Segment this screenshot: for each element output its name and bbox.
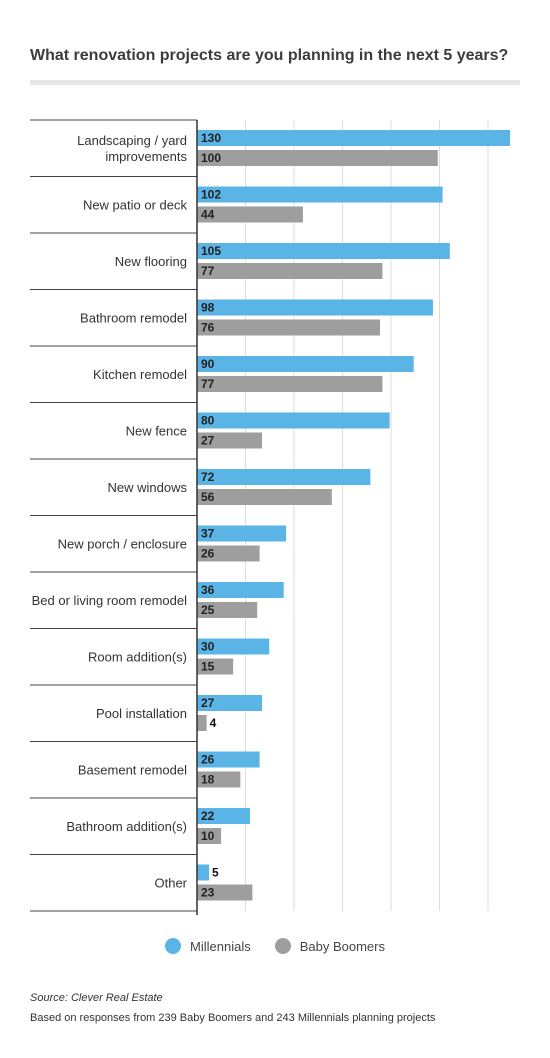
bar-millennials bbox=[197, 751, 260, 768]
bar-millennials bbox=[197, 469, 371, 485]
chart-title: What renovation projects are you plannin… bbox=[30, 47, 509, 64]
data-label: 44 bbox=[201, 208, 215, 222]
bar-baby-boomers bbox=[197, 150, 438, 166]
category-label-line: Other bbox=[154, 875, 187, 890]
bar-millennials bbox=[197, 638, 270, 655]
data-label: 77 bbox=[201, 377, 215, 391]
category-label-line: New patio or deck bbox=[83, 197, 188, 212]
category-label: Room addition(s) bbox=[88, 649, 187, 664]
data-label: 27 bbox=[201, 434, 215, 448]
data-label: 80 bbox=[201, 414, 215, 428]
legend-swatch-millennials bbox=[165, 938, 182, 954]
data-label: 130 bbox=[201, 131, 221, 145]
category-label-line: New fence bbox=[126, 423, 187, 438]
data-label: 23 bbox=[201, 886, 215, 900]
category-label: Pool installation bbox=[96, 706, 187, 721]
category-label-line: Basement remodel bbox=[78, 762, 187, 777]
category-label: New patio or deck bbox=[83, 197, 188, 212]
bar-millennials bbox=[197, 243, 450, 259]
category-label-line: Room addition(s) bbox=[88, 649, 187, 664]
category-label-line: Landscaping / yard bbox=[77, 133, 187, 148]
data-label: 5 bbox=[212, 866, 219, 880]
data-label: 37 bbox=[201, 527, 215, 541]
category-label: Landscaping / yard improvements bbox=[77, 133, 187, 164]
data-label: 100 bbox=[201, 151, 221, 165]
category-label: Basement remodel bbox=[78, 762, 187, 777]
bar-millennials bbox=[197, 525, 287, 542]
category-label-line: Bed or living room remodel bbox=[32, 593, 187, 608]
category-label: New porch / enclosure bbox=[58, 536, 187, 551]
data-label: 27 bbox=[201, 696, 215, 710]
category-label-line: Bathroom remodel bbox=[80, 310, 187, 325]
data-label: 72 bbox=[201, 470, 215, 484]
bar-baby-boomers bbox=[197, 376, 383, 392]
category-label: Other bbox=[154, 875, 187, 890]
category-label-line: New porch / enclosure bbox=[58, 536, 187, 551]
legend-item-millennials[interactable]: Millennials bbox=[165, 938, 251, 954]
category-label-line: New flooring bbox=[115, 254, 187, 269]
category-label: New flooring bbox=[115, 254, 187, 269]
bar-millennials bbox=[197, 299, 433, 316]
data-label: 36 bbox=[201, 583, 215, 597]
bar-baby-boomers bbox=[197, 432, 263, 449]
bar-baby-boomers bbox=[197, 489, 332, 505]
data-label: 15 bbox=[201, 660, 215, 674]
bar-millennials bbox=[197, 808, 250, 824]
bar-baby-boomers bbox=[197, 828, 222, 844]
note-text: Based on responses from 239 Baby Boomers… bbox=[30, 1012, 436, 1024]
category-label: Kitchen remodel bbox=[93, 367, 187, 382]
data-label: 26 bbox=[201, 547, 215, 561]
legend-label-baby-boomers: Baby Boomers bbox=[299, 938, 385, 954]
category-label-line: New windows bbox=[108, 480, 188, 495]
bar-baby-boomers bbox=[197, 658, 234, 675]
category-label: Bed or living room remodel bbox=[32, 593, 187, 608]
data-label: 30 bbox=[201, 640, 215, 654]
bar-millennials bbox=[197, 582, 284, 598]
category-label: New fence bbox=[126, 423, 187, 438]
data-label: 90 bbox=[201, 357, 215, 371]
legend-swatch-baby-boomers bbox=[274, 938, 291, 954]
data-label: 22 bbox=[201, 809, 215, 823]
category-label: New windows bbox=[108, 480, 188, 495]
legend-item-baby-boomers[interactable]: Baby Boomers bbox=[274, 938, 385, 954]
data-label: 98 bbox=[201, 301, 215, 315]
category-label: Bathroom addition(s) bbox=[66, 819, 187, 834]
bar-baby-boomers bbox=[197, 263, 383, 279]
bar-baby-boomers bbox=[197, 884, 253, 901]
data-label: 77 bbox=[201, 264, 215, 278]
bar-baby-boomers bbox=[197, 602, 258, 618]
bar-millennials bbox=[197, 695, 263, 711]
category-label-line: Bathroom addition(s) bbox=[66, 819, 187, 834]
bar-millennials bbox=[197, 864, 210, 881]
category-label-line: Pool installation bbox=[96, 706, 187, 721]
bar-millennials bbox=[197, 186, 443, 203]
bar-baby-boomers bbox=[197, 206, 303, 223]
data-label: 76 bbox=[201, 321, 215, 335]
data-label: 102 bbox=[201, 188, 221, 202]
category-label: Bathroom remodel bbox=[80, 310, 187, 325]
bar-baby-boomers bbox=[197, 771, 241, 788]
data-label: 56 bbox=[201, 490, 215, 504]
data-label: 26 bbox=[201, 753, 215, 767]
bar-baby-boomers bbox=[197, 715, 207, 731]
bar-millennials bbox=[197, 412, 390, 429]
category-label-line: Kitchen remodel bbox=[93, 367, 187, 382]
data-label: 25 bbox=[201, 603, 215, 617]
bar-millennials bbox=[197, 356, 414, 372]
data-label: 10 bbox=[201, 829, 215, 843]
data-label: 18 bbox=[201, 773, 215, 787]
legend: Millennials Baby Boomers bbox=[0, 938, 550, 954]
bar-millennials bbox=[197, 130, 510, 146]
data-label: 105 bbox=[201, 244, 221, 258]
title-divider bbox=[30, 80, 520, 85]
data-label: 4 bbox=[210, 716, 217, 730]
source-text: Source: Clever Real Estate bbox=[30, 992, 163, 1004]
bar-chart: Landscaping / yard improvements 130 100 New … bbox=[30, 119, 510, 915]
legend-label-millennials: Millennials bbox=[190, 938, 251, 954]
bar-baby-boomers bbox=[197, 319, 380, 336]
bar-baby-boomers bbox=[197, 545, 260, 562]
category-label-line: improvements bbox=[105, 149, 187, 164]
